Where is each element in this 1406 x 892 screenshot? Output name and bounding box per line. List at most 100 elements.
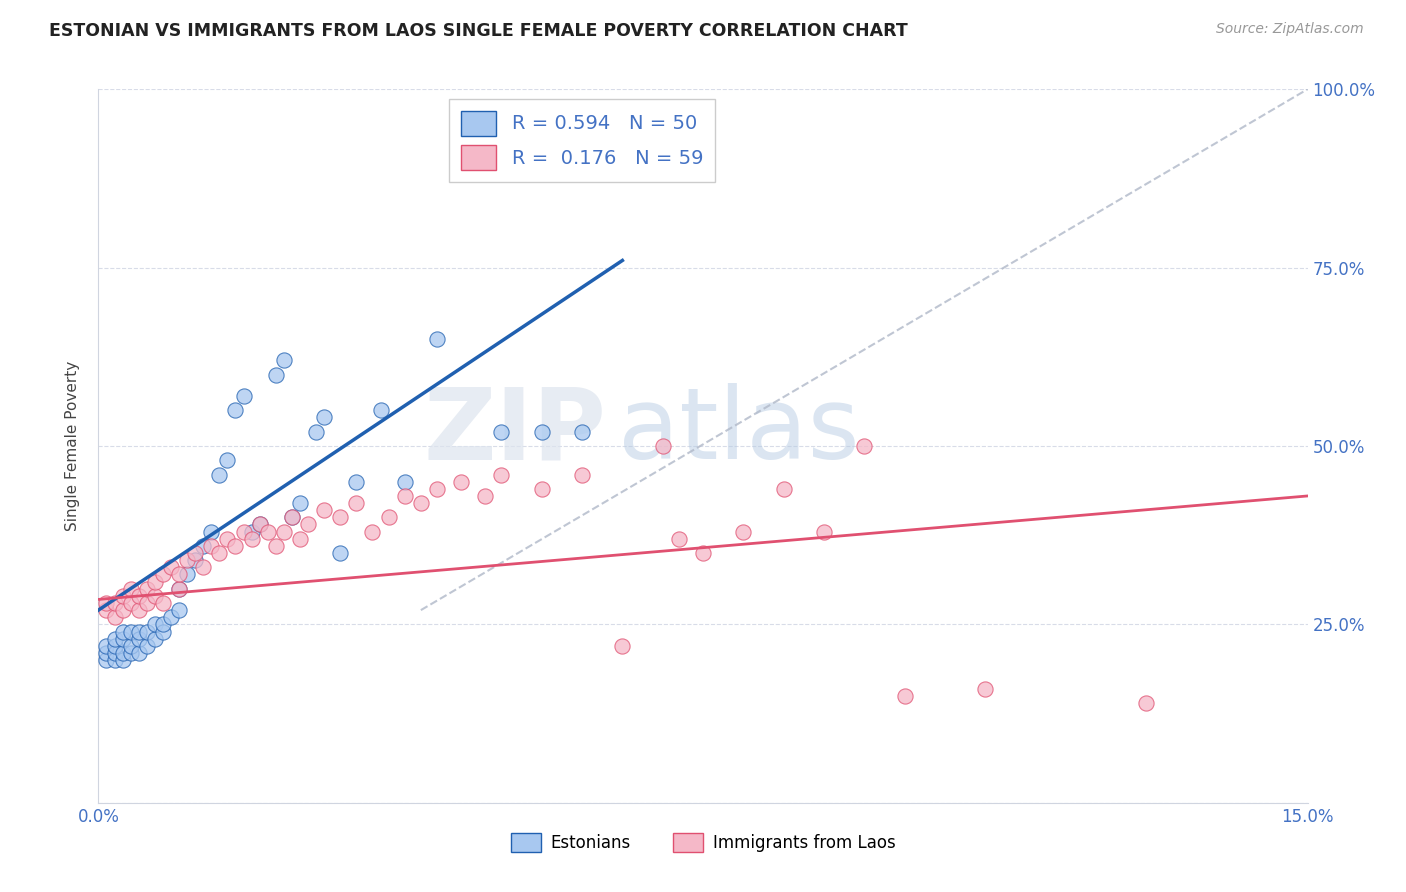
Point xyxy=(152,567,174,582)
Point xyxy=(103,653,125,667)
Point xyxy=(96,596,118,610)
Point xyxy=(111,653,134,667)
Point xyxy=(128,624,150,639)
Point xyxy=(103,632,125,646)
Point xyxy=(224,403,246,417)
Point xyxy=(217,453,239,467)
Point xyxy=(176,553,198,567)
Point xyxy=(377,510,399,524)
Point xyxy=(217,532,239,546)
Point xyxy=(474,489,496,503)
Point xyxy=(143,617,166,632)
Point xyxy=(273,524,295,539)
Point xyxy=(249,517,271,532)
Point xyxy=(450,475,472,489)
Point xyxy=(96,603,118,617)
Point xyxy=(692,546,714,560)
Point xyxy=(264,539,287,553)
Point xyxy=(160,560,183,574)
Point xyxy=(314,410,336,425)
Point xyxy=(111,589,134,603)
Point xyxy=(297,517,319,532)
Point xyxy=(184,546,207,560)
Point xyxy=(193,539,215,553)
Point xyxy=(143,632,166,646)
Point xyxy=(103,596,125,610)
Point xyxy=(370,403,392,417)
Point xyxy=(974,681,997,696)
Point xyxy=(120,582,142,596)
Point xyxy=(409,496,432,510)
Point xyxy=(329,510,352,524)
Point xyxy=(96,653,118,667)
Text: Source: ZipAtlas.com: Source: ZipAtlas.com xyxy=(1216,22,1364,37)
Point xyxy=(128,632,150,646)
Point xyxy=(329,546,352,560)
Point xyxy=(128,646,150,660)
Point xyxy=(249,517,271,532)
Point xyxy=(491,467,513,482)
Point xyxy=(103,610,125,624)
Point xyxy=(184,553,207,567)
Point xyxy=(200,524,222,539)
Point xyxy=(256,524,278,539)
Point xyxy=(273,353,295,368)
Point xyxy=(135,639,157,653)
Point xyxy=(530,425,553,439)
Point xyxy=(651,439,673,453)
Point xyxy=(813,524,835,539)
Point xyxy=(208,546,231,560)
Point xyxy=(120,596,142,610)
Point xyxy=(491,425,513,439)
Point xyxy=(120,624,142,639)
Point xyxy=(208,467,231,482)
Point xyxy=(281,510,304,524)
Point xyxy=(232,389,254,403)
Point xyxy=(361,524,384,539)
Point xyxy=(893,689,915,703)
Point xyxy=(167,582,190,596)
Point xyxy=(176,567,198,582)
Point xyxy=(152,617,174,632)
Point xyxy=(264,368,287,382)
Point xyxy=(120,639,142,653)
Point xyxy=(426,482,449,496)
Point xyxy=(571,425,593,439)
Point xyxy=(128,603,150,617)
Point xyxy=(120,646,142,660)
Text: ESTONIAN VS IMMIGRANTS FROM LAOS SINGLE FEMALE POVERTY CORRELATION CHART: ESTONIAN VS IMMIGRANTS FROM LAOS SINGLE … xyxy=(49,22,908,40)
Point xyxy=(152,624,174,639)
Point xyxy=(305,425,328,439)
Point xyxy=(111,624,134,639)
Point xyxy=(240,524,263,539)
Point xyxy=(167,582,190,596)
Point xyxy=(733,524,755,539)
Point xyxy=(167,603,190,617)
Point xyxy=(314,503,336,517)
Point xyxy=(135,624,157,639)
Point xyxy=(103,639,125,653)
Text: ZIP: ZIP xyxy=(423,384,606,480)
Point xyxy=(160,610,183,624)
Point xyxy=(394,475,416,489)
Point xyxy=(103,646,125,660)
Point xyxy=(612,639,634,653)
Point xyxy=(152,596,174,610)
Point xyxy=(853,439,876,453)
Point xyxy=(167,567,190,582)
Point xyxy=(111,646,134,660)
Point xyxy=(111,632,134,646)
Text: atlas: atlas xyxy=(619,384,860,480)
Point xyxy=(281,510,304,524)
Point xyxy=(426,332,449,346)
Point xyxy=(530,482,553,496)
Point xyxy=(135,596,157,610)
Point xyxy=(128,589,150,603)
Point xyxy=(96,639,118,653)
Point xyxy=(135,582,157,596)
Point xyxy=(96,646,118,660)
Point xyxy=(668,532,690,546)
Point xyxy=(143,574,166,589)
Point xyxy=(232,524,254,539)
Point xyxy=(1135,696,1157,710)
